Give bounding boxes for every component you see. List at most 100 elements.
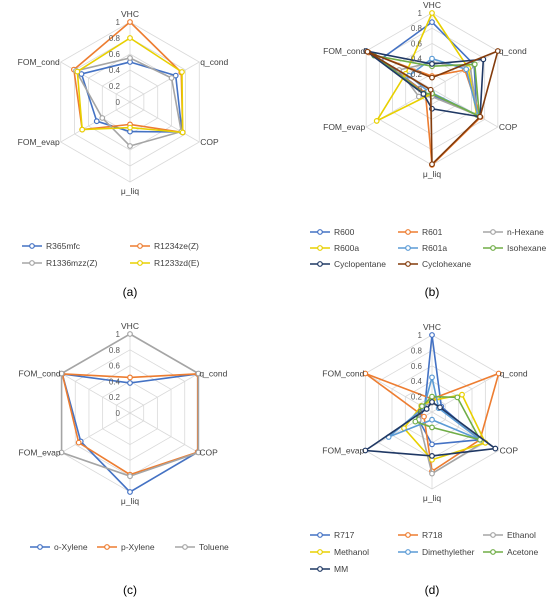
data-point [437,404,443,411]
axis-label: q_cond [499,46,527,56]
data-point [127,331,133,337]
axis-label: COP [199,448,218,458]
panel-caption: (c) [123,583,137,597]
legend-label: Dimethylether [422,547,475,557]
tick-label: 0 [116,409,121,418]
data-point [75,439,82,446]
data-point [127,124,133,131]
legend-label: p-Xylene [121,542,155,552]
data-point [127,380,133,386]
axis-label: FOM_evap [323,122,365,132]
tick-label: 0.2 [411,393,423,402]
data-point [127,35,133,41]
tick-label: 0.4 [411,55,423,64]
tick-label: 0 [116,98,121,107]
data-point [58,370,65,377]
legend-swatch-marker [490,549,496,555]
tick-label: 0.4 [109,377,121,386]
data-point [429,61,435,67]
legend-label: Ethanol [507,530,536,540]
data-point [179,129,186,136]
tick-label: 0 [418,408,423,417]
data-point [362,370,369,377]
data-point [429,424,435,431]
data-point [127,489,133,495]
tick-label: 0 [418,85,423,94]
data-point [429,74,435,81]
legend-swatch-marker [137,243,143,249]
data-point [78,71,85,77]
data-point [429,393,435,400]
data-point [79,126,86,133]
tick-label: 1 [418,9,423,18]
legend-label: o-Xylene [54,542,88,552]
axis-label: FOM_cond [322,369,364,379]
data-point [463,66,470,73]
legend-label: R1336mzz(Z) [46,258,98,268]
tick-label: 0.6 [411,362,423,371]
legend-swatch-marker [317,261,323,267]
data-point [421,413,427,420]
radar-panel: 1 0.8 0.6 0.4 0.2 0 VHC q_cond COP μ_liq FOM_evap F… [310,322,538,597]
data-point [454,394,461,401]
data-point [415,93,422,100]
data-point [168,75,175,81]
legend-label: Acetone [507,547,538,557]
data-point [74,68,81,75]
data-point [420,91,427,97]
data-point [127,374,133,381]
data-point [429,399,435,405]
axis-label: VHC [423,322,441,332]
legend-swatch-marker [29,243,35,249]
data-point [494,48,501,54]
tick-label: 0.4 [411,377,423,386]
legend-swatch-marker [490,532,496,538]
axis-label: VHC [121,9,139,19]
tick-label: 0.2 [411,70,423,79]
axis-label: VHC [121,321,139,331]
legend-swatch-marker [317,229,323,235]
legend-swatch-marker [405,549,411,555]
radar-panel: 1 0.8 0.6 0.4 0.2 0 VHC q_cond COP μ_liq FOM_evap F… [310,0,546,299]
legend-label: Isohexane [507,243,546,253]
legend-swatch-marker [490,245,496,251]
data-point [419,403,425,410]
tick-label: 1 [116,18,121,27]
data-point [429,452,435,459]
legend-swatch-marker [317,532,323,538]
legend-swatch-marker [405,245,411,251]
panel-caption: (a) [123,285,138,299]
legend-label: R717 [334,530,355,540]
panel-caption: (d) [425,583,440,597]
data-point [58,449,65,456]
data-point [127,19,133,25]
axis-spoke [129,412,199,453]
data-point [127,473,133,480]
legend-label: R601a [422,243,447,253]
tick-label: 0.2 [109,393,121,402]
data-point [412,418,419,425]
tick-label: 0.4 [109,66,121,75]
legend-label: R718 [422,530,443,540]
axis-spoke [61,373,131,414]
radar-panel: 1 0.8 0.6 0.4 0.2 0 VHC q_cond COP μ_liq FOM_evap F… [19,321,230,597]
data-point [127,55,133,61]
axis-label: μ_liq [121,186,139,196]
legend-label: R600 [334,227,355,237]
data-point [364,48,371,55]
legend-label: R600a [334,243,359,253]
axis-label: q_cond [200,57,228,67]
legend-swatch-marker [405,261,411,267]
legend-swatch-marker [137,260,143,266]
legend-swatch-marker [29,260,35,266]
axis-label: FOM_cond [19,369,61,379]
legend-label: R601 [422,227,443,237]
legend-label: MM [334,564,348,574]
axis-label: μ_liq [423,169,441,179]
tick-label: 1 [418,331,423,340]
data-point [429,374,435,381]
data-point [477,113,483,120]
data-point [127,143,133,149]
legend-label: Toluene [199,542,229,552]
legend-swatch-marker [182,544,188,550]
